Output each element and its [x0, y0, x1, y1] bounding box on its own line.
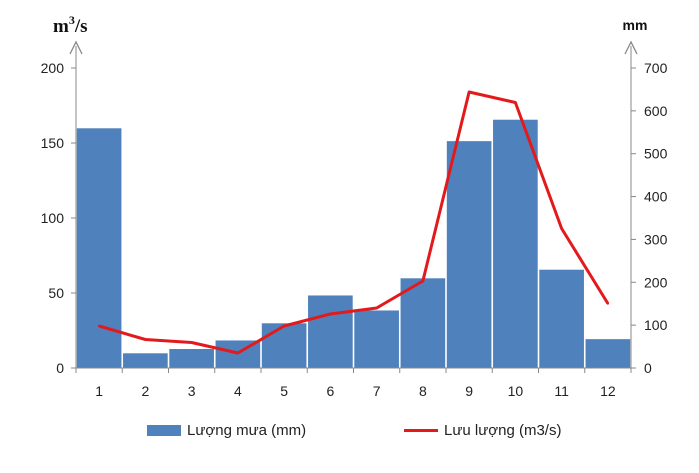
- y-left-tick-label: 0: [56, 360, 64, 376]
- x-tick-label: 10: [508, 383, 524, 399]
- x-tick-label: 3: [188, 383, 196, 399]
- x-tick-label: 5: [280, 383, 288, 399]
- y-right-tick-label: 300: [644, 231, 668, 247]
- discharge-point-month-10: [514, 101, 517, 104]
- y-right-tick-label: 200: [644, 274, 668, 290]
- bar-month-5: [261, 322, 308, 369]
- discharge-point-month-12: [606, 302, 610, 305]
- y-right-tick-label: 0: [644, 360, 652, 376]
- discharge-point-month-2: [144, 338, 147, 341]
- x-tick-label: 4: [234, 383, 242, 399]
- bar-month-1: [76, 127, 123, 369]
- y-right-arrow-icon: [624, 40, 638, 55]
- x-tick-label: 1: [95, 383, 103, 399]
- discharge-point-month-8: [421, 279, 425, 283]
- bar-month-9: [446, 140, 493, 369]
- x-tick-label: 8: [419, 383, 427, 399]
- x-tick-label: 12: [600, 383, 616, 399]
- x-tick-label: 11: [554, 383, 569, 399]
- y-right-unit-label: mm: [623, 17, 648, 33]
- discharge-line: [98, 90, 610, 355]
- y-right-tick-label: 600: [644, 103, 668, 119]
- y-left-tick-label: 150: [41, 135, 65, 151]
- legend: Lượng mưa (mm) Lưu lượng (m3/s): [0, 418, 699, 442]
- bars-group: [76, 119, 631, 369]
- discharge-point-month-1: [97, 324, 101, 328]
- legend-bar-swatch: [147, 424, 181, 436]
- discharge-point-month-5: [282, 324, 286, 328]
- legend-item-rainfall: Lượng mưa (mm): [147, 418, 306, 442]
- discharge-point-month-4: [236, 351, 240, 355]
- legend-label-discharge: Lưu lượng (m3/s): [444, 421, 562, 439]
- legend-item-discharge: Lưu lượng (m3/s): [404, 418, 561, 442]
- legend-label-rainfall: Lượng mưa (mm): [187, 421, 307, 439]
- bar-month-10: [492, 119, 539, 369]
- ticks-group: 1 2 3 4 5 6 7 8 9 10 11 120501001502000100200300400…: [41, 60, 668, 399]
- discharge-point-month-7: [375, 306, 378, 310]
- y-left-tick-label: 50: [48, 285, 64, 301]
- y-right-tick-label: 700: [644, 60, 668, 76]
- bar-month-2: [122, 352, 169, 369]
- legend-line-swatch: [404, 428, 438, 432]
- y-left-unit-label: m3/s: [53, 13, 88, 37]
- y-right-tick-label: 100: [644, 317, 668, 333]
- bar-month-11: [538, 269, 585, 369]
- bar-month-3: [168, 348, 215, 369]
- discharge-point-month-3: [190, 341, 193, 344]
- x-tick-label: 2: [141, 383, 149, 399]
- y-right-tick-label: 400: [644, 189, 668, 205]
- y-left-tick-label: 200: [41, 60, 65, 76]
- y-left-arrow-icon: [69, 40, 83, 55]
- bar-month-7: [353, 309, 400, 369]
- discharge-point-month-6: [329, 312, 332, 316]
- y-left-tick-label: 100: [41, 210, 65, 226]
- discharge-point-month-11: [560, 227, 563, 230]
- x-tick-label: 7: [373, 383, 381, 399]
- discharge-point-month-9: [467, 90, 471, 94]
- bar-month-6: [307, 294, 354, 369]
- bar-month-12: [584, 338, 631, 369]
- line-group: [97, 90, 610, 355]
- x-tick-label: 9: [465, 383, 473, 399]
- y-right-tick-label: 500: [644, 146, 668, 162]
- x-tick-label: 6: [326, 383, 334, 399]
